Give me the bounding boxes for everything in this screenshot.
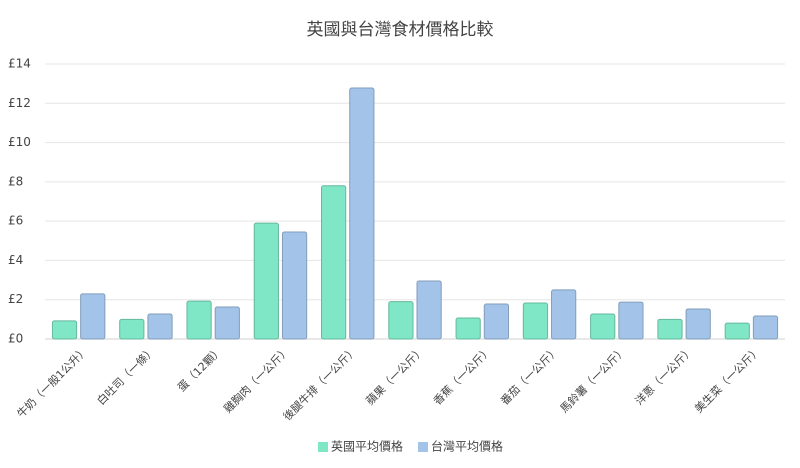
bar bbox=[416, 280, 442, 340]
y-tick-label: £14 bbox=[8, 57, 31, 71]
x-tick-label: 白吐司（一條） bbox=[94, 343, 158, 407]
y-tick-label: £12 bbox=[8, 96, 31, 110]
bar bbox=[455, 317, 481, 340]
bar bbox=[483, 303, 509, 340]
x-tick-label: 番茄（一公斤） bbox=[497, 343, 561, 407]
y-tick-label: £6 bbox=[8, 214, 23, 228]
bar bbox=[186, 300, 212, 340]
x-tick-label: 雞胸肉（一公斤） bbox=[221, 343, 293, 415]
bar bbox=[321, 185, 347, 340]
bar bbox=[618, 301, 644, 340]
legend-label: 台灣平均價格 bbox=[431, 439, 503, 454]
x-tick-label: 後腿牛排（一公斤） bbox=[280, 343, 360, 423]
x-tick-label: 香蕉（一公斤） bbox=[431, 344, 495, 408]
bar bbox=[724, 322, 750, 340]
bar bbox=[281, 231, 308, 340]
bar bbox=[349, 87, 375, 340]
bar bbox=[80, 293, 106, 340]
bar bbox=[253, 222, 279, 340]
legend-label: 英國平均價格 bbox=[331, 439, 403, 454]
bar bbox=[752, 315, 779, 340]
bar bbox=[119, 318, 145, 340]
bar bbox=[685, 308, 711, 340]
x-tick-label: 蘋果（一公斤） bbox=[364, 344, 428, 408]
legend-swatch bbox=[418, 442, 429, 452]
y-tick-label: £10 bbox=[8, 135, 31, 149]
x-tick-label: 蛋（12顆） bbox=[175, 344, 225, 394]
bar bbox=[590, 313, 616, 340]
bar bbox=[51, 320, 78, 340]
bar bbox=[147, 313, 173, 340]
y-tick-label: £8 bbox=[8, 174, 23, 188]
bar bbox=[388, 301, 414, 340]
y-tick-label: £2 bbox=[8, 292, 23, 306]
x-tick-label: 馬鈴薯（一公斤） bbox=[557, 343, 629, 415]
x-tick-label: 美生菜（一公斤） bbox=[691, 343, 763, 415]
y-tick-label: £4 bbox=[8, 253, 23, 267]
bar bbox=[657, 318, 683, 340]
bar bbox=[551, 289, 577, 340]
bar bbox=[214, 306, 240, 340]
chart-title: 英國與台灣食材價格比較 bbox=[307, 20, 494, 40]
bar bbox=[522, 302, 549, 340]
y-tick-label: £0 bbox=[8, 332, 23, 346]
legend-swatch bbox=[318, 442, 328, 452]
x-tick-label: 牛奶（一般1公升） bbox=[14, 343, 91, 420]
x-tick-label: 洋蔥（一公斤） bbox=[632, 343, 696, 407]
